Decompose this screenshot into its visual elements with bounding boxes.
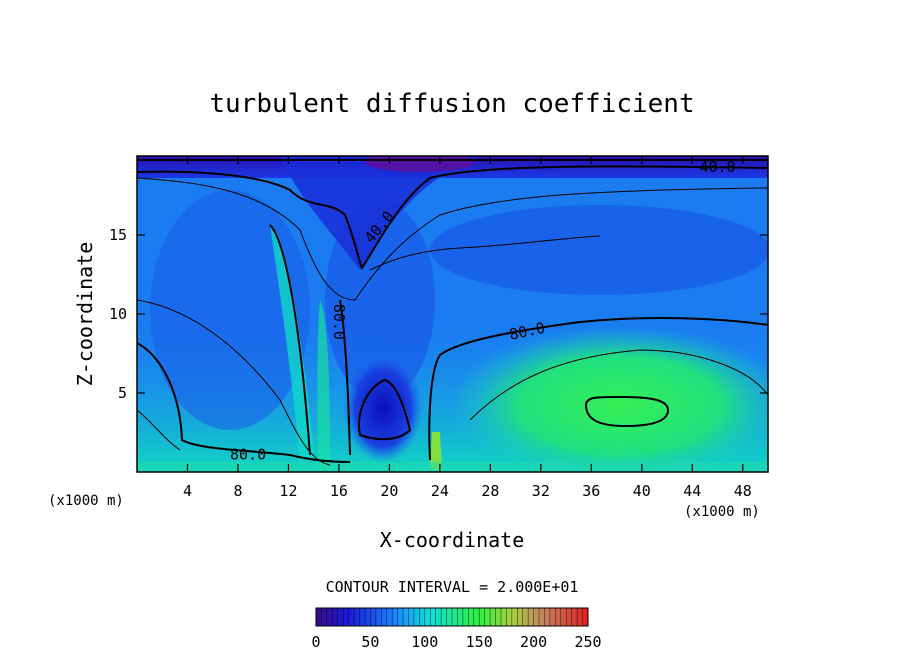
- x-tick-label: 36: [582, 482, 600, 500]
- x-axis-label: X-coordinate: [380, 528, 525, 552]
- y-tick-label: 15: [109, 226, 127, 244]
- x-axis-unit: (x1000 m): [684, 504, 760, 520]
- colorbar-tick-label: 0: [311, 633, 320, 651]
- contour-lines: [137, 159, 768, 466]
- colorbar-tick-label: 200: [520, 633, 547, 651]
- contour-label: 80.0: [330, 304, 348, 340]
- contour-label: 40.0: [699, 158, 735, 176]
- colorbar-stripes: [321, 608, 583, 626]
- y-tick-label: 5: [118, 384, 127, 402]
- x-tick-label: 28: [481, 482, 499, 500]
- x-tick-label: 20: [380, 482, 398, 500]
- x-tick-label: 16: [330, 482, 348, 500]
- x-tick-label: 44: [683, 482, 701, 500]
- contour-labels: 40.040.080.080.080.0: [230, 158, 736, 464]
- x-tick-label: 12: [279, 482, 297, 500]
- x-tick-label: 48: [734, 482, 752, 500]
- colorbar-tick-label: 250: [574, 633, 601, 651]
- y-axis: 5 10 15: [109, 226, 768, 402]
- x-axis: 4 8 12 16 20 24 28 32 36 40 44 48: [183, 156, 752, 500]
- colorbar-tick-label: 50: [361, 633, 379, 651]
- x-tick-label: 8: [233, 482, 242, 500]
- contour-label: 80.0: [230, 445, 266, 463]
- colorbar-tick-label: 150: [466, 633, 493, 651]
- y-axis-unit: (x1000 m): [48, 493, 124, 509]
- colorbar-ticks: 0 50 100 150 200 250: [311, 633, 601, 651]
- x-tick-label: 24: [431, 482, 449, 500]
- x-tick-label: 40: [633, 482, 651, 500]
- colorbar-tick-label: 100: [411, 633, 438, 651]
- y-tick-label: 10: [109, 305, 127, 323]
- chart-title: turbulent diffusion coefficient: [209, 89, 694, 119]
- x-tick-label: 4: [183, 482, 192, 500]
- contour-interval-label: CONTOUR INTERVAL = 2.000E+01: [326, 578, 579, 596]
- y-axis-label: Z-coordinate: [73, 242, 97, 387]
- x-tick-label: 32: [532, 482, 550, 500]
